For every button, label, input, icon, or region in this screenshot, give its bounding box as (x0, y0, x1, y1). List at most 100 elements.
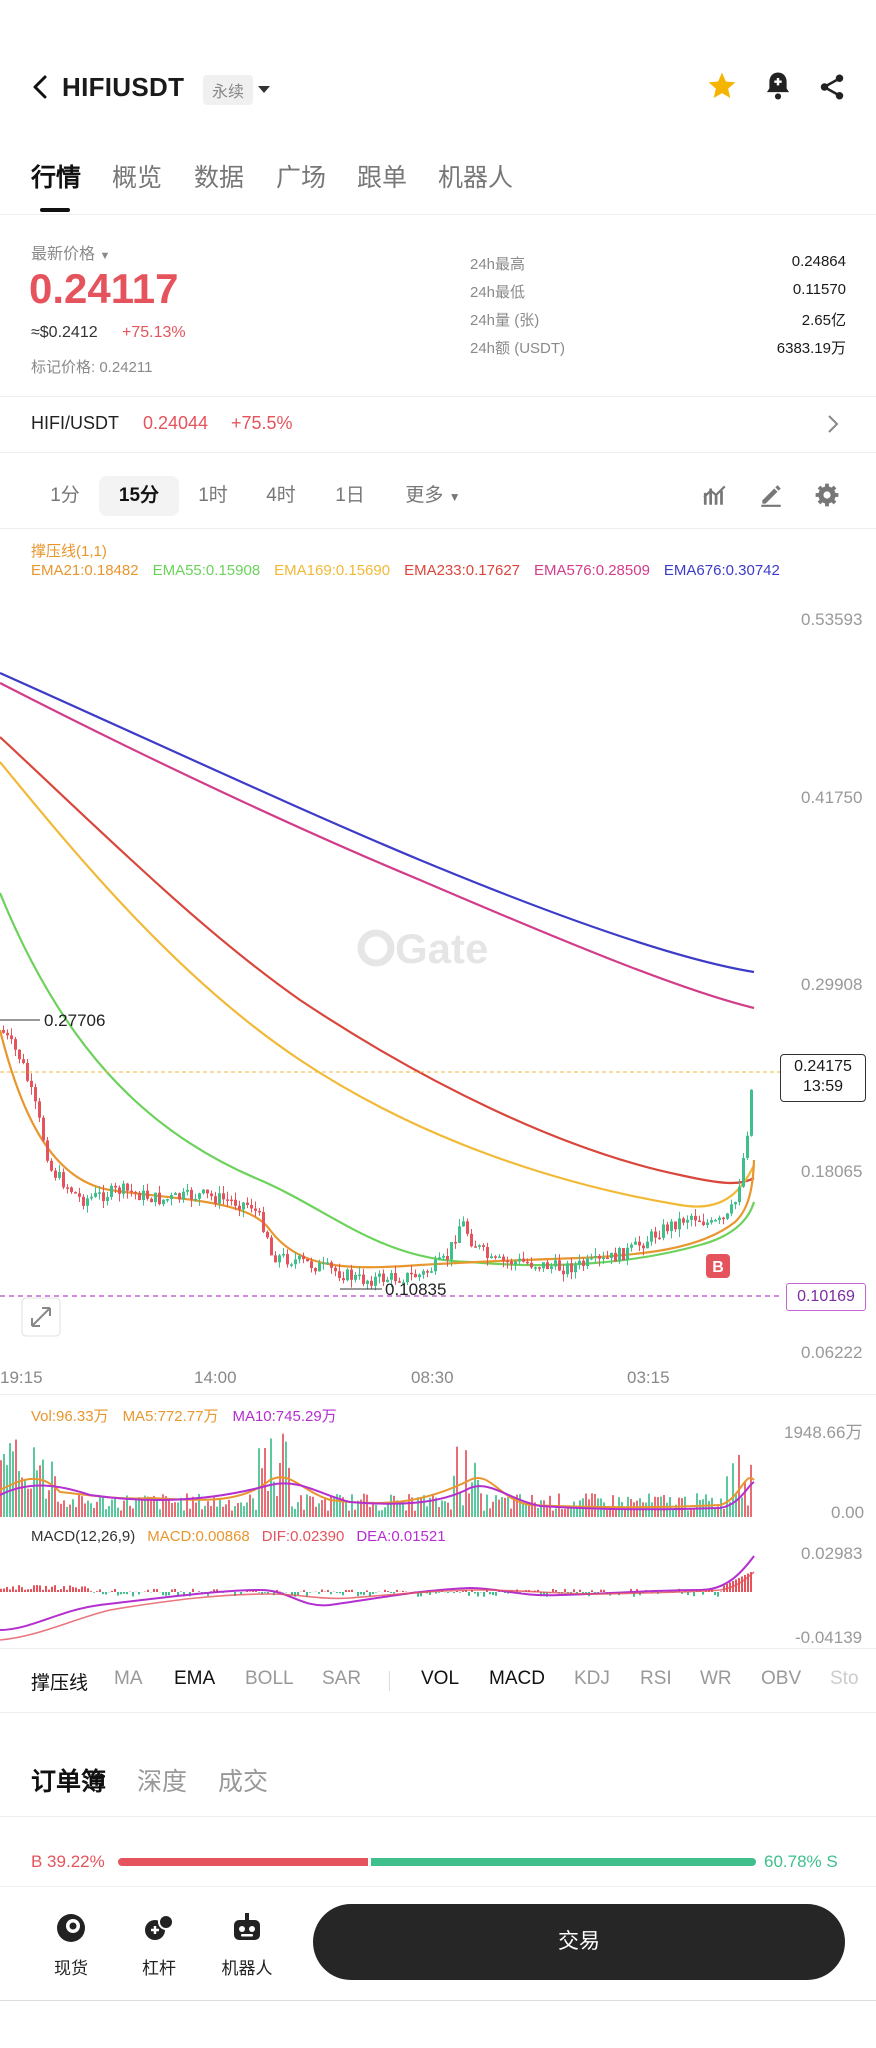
candle-body (98, 1192, 101, 1194)
volume-bar (45, 1498, 47, 1517)
indicator-rsi[interactable]: RSI (640, 1668, 672, 1689)
macd-bar (177, 1592, 179, 1597)
volume-bar (540, 1500, 542, 1517)
volume-bar (435, 1497, 437, 1517)
candle-body (162, 1199, 165, 1205)
volume-bar (723, 1509, 725, 1517)
macd-bar (309, 1592, 311, 1593)
tab-bots[interactable]: 机器人 (438, 164, 514, 192)
candlestick-chart[interactable]: Gate 0.27706 0.10835 B (0, 590, 876, 1390)
indicator-toggle-icon[interactable] (702, 482, 728, 513)
tab-overview[interactable]: 概览 (112, 164, 163, 192)
indicator-stoch[interactable]: Sto (830, 1668, 859, 1689)
candle-body (106, 1196, 109, 1202)
volume-bar (231, 1510, 233, 1517)
indicator-wr[interactable]: WR (700, 1668, 732, 1689)
vol-ma10-line (0, 1481, 755, 1511)
alert-bell-icon[interactable] (763, 70, 793, 107)
candle-body (570, 1263, 573, 1273)
buy-marker[interactable]: B (706, 1254, 730, 1278)
candle-body (698, 1220, 701, 1223)
volume-bar (216, 1506, 218, 1517)
nav-margin[interactable]: 杠杆 (124, 1910, 194, 1979)
tab-market[interactable]: 行情 (31, 164, 82, 192)
volume-bar (204, 1505, 206, 1517)
interval-15m[interactable]: 15分 (99, 476, 179, 516)
indicator-macd[interactable]: MACD (489, 1668, 545, 1689)
chart-settings-gear-icon[interactable] (814, 482, 840, 513)
indicator-kdj[interactable]: KDJ (574, 1668, 610, 1689)
volume-bar (606, 1509, 608, 1517)
candle-body (62, 1172, 65, 1188)
volume-chart[interactable] (0, 1430, 760, 1520)
macd-bar (249, 1591, 251, 1592)
candle-body (610, 1252, 613, 1259)
candle-body (298, 1255, 301, 1260)
time-axis-label: 08:30 (411, 1368, 454, 1387)
candle-body (522, 1258, 525, 1262)
volume-bar (474, 1462, 476, 1517)
share-icon[interactable] (817, 72, 847, 107)
high-marker: 0.27706 (44, 1011, 105, 1030)
indicator-sar[interactable]: SAR (322, 1668, 362, 1689)
back-button[interactable] (26, 72, 56, 102)
trade-button[interactable]: 交易 (313, 1904, 845, 1980)
volume-bar (27, 1488, 29, 1517)
interval-4h[interactable]: 4时 (266, 485, 296, 506)
volume-bar (270, 1438, 272, 1517)
macd-chart[interactable] (0, 1550, 760, 1650)
tab-depth[interactable]: 深度 (137, 1768, 188, 1796)
interval-more[interactable]: 更多 ▼ (405, 485, 461, 506)
indicator-support-resistance[interactable]: 撑压线 (31, 1673, 89, 1694)
tab-square[interactable]: 广场 (276, 164, 327, 192)
volume-bar (195, 1502, 197, 1517)
macd-bar (126, 1592, 128, 1595)
pair-title[interactable]: HIFIUSDT (62, 72, 185, 102)
volume-bar (444, 1501, 446, 1517)
volume-bar (267, 1490, 269, 1517)
interval-1d[interactable]: 1日 (335, 485, 365, 506)
indicator-obv[interactable]: OBV (761, 1668, 802, 1689)
macd-bar (486, 1590, 488, 1592)
tab-order-book[interactable]: 订单簿 (31, 1768, 107, 1796)
spot-pair-row[interactable]: HIFI/USDT 0.24044 +75.5% (0, 396, 876, 452)
candle-body (386, 1279, 389, 1282)
macd-bar (111, 1590, 113, 1592)
tab-trades[interactable]: 成交 (218, 1768, 269, 1796)
volume-bar (519, 1494, 521, 1517)
contract-type-badge[interactable]: 永续 (203, 75, 254, 105)
volume-bar (237, 1503, 239, 1517)
macd-bar (579, 1589, 581, 1592)
chevron-left-icon (33, 75, 47, 99)
candle-body (26, 1062, 29, 1081)
favorite-star-icon[interactable] (706, 70, 738, 107)
volume-bar (507, 1497, 509, 1517)
interval-1m[interactable]: 1分 (50, 485, 80, 506)
interval-1h[interactable]: 1时 (198, 485, 228, 506)
candle-body (594, 1255, 597, 1258)
candle-body (366, 1280, 369, 1284)
expand-chart-icon[interactable] (21, 1297, 61, 1337)
nav-bots[interactable]: 机器人 (212, 1910, 282, 1979)
nav-spot[interactable]: 现货 (36, 1910, 106, 1979)
candle-body (90, 1196, 93, 1199)
macd-bar (717, 1592, 719, 1597)
tab-data[interactable]: 数据 (194, 164, 245, 192)
latest-price-label[interactable]: 最新价格 ▼ (31, 246, 111, 263)
pair-dropdown-icon[interactable] (257, 82, 271, 100)
volume-bar (318, 1503, 320, 1517)
indicator-ma[interactable]: MA (114, 1668, 143, 1689)
macd-bar (81, 1586, 83, 1592)
candle-body (526, 1261, 529, 1264)
indicator-vol[interactable]: VOL (421, 1668, 460, 1689)
draw-pen-icon[interactable] (758, 482, 784, 513)
macd-bar (123, 1592, 125, 1594)
indicator-ema[interactable]: EMA (174, 1668, 216, 1689)
macd-bar (3, 1588, 5, 1592)
volume-bar (39, 1465, 41, 1517)
tab-copy-trade[interactable]: 跟单 (357, 164, 408, 192)
candle-body (234, 1199, 237, 1206)
indicator-boll[interactable]: BOLL (245, 1668, 294, 1689)
time-axis-label: 14:00 (194, 1368, 237, 1387)
volume-bar (144, 1495, 146, 1517)
